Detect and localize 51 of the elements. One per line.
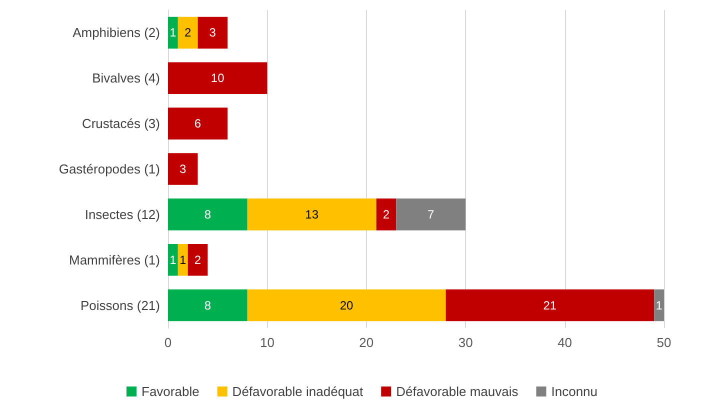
data-label: 1 <box>170 252 177 267</box>
y-tick-label: Crustacés (3) <box>82 116 160 132</box>
bar <box>168 108 228 140</box>
bar <box>446 289 654 322</box>
legend-label: Défavorable inadéquat <box>232 384 364 399</box>
y-tick-label: Insectes (12) <box>84 206 160 222</box>
bar <box>168 244 178 276</box>
x-tick-label: 10 <box>260 335 274 350</box>
data-label: 6 <box>194 116 202 131</box>
bar <box>247 198 376 230</box>
data-label: 10 <box>210 71 225 86</box>
data-label: 13 <box>305 207 319 222</box>
bar <box>168 153 198 185</box>
data-label: 1 <box>656 298 663 312</box>
x-tick-label: 30 <box>458 335 473 350</box>
x-tick-label: 50 <box>656 335 672 350</box>
y-tick-label: Amphibiens (2) <box>72 25 160 40</box>
y-tick-label: Poissons (21) <box>80 298 160 313</box>
bar <box>198 16 228 49</box>
data-label: 8 <box>204 298 212 312</box>
bar <box>247 289 446 322</box>
bar <box>178 244 188 276</box>
bar <box>168 198 248 230</box>
bar <box>168 16 178 49</box>
data-label: 1 <box>170 26 177 40</box>
data-label: 21 <box>543 298 557 312</box>
bar <box>168 62 268 94</box>
data-label: 20 <box>340 298 354 312</box>
data-label: 2 <box>184 26 192 40</box>
bar <box>654 289 664 322</box>
y-tick-label: Mammifères (1) <box>68 252 160 268</box>
x-tick-label: 20 <box>359 335 374 350</box>
bar <box>376 198 396 230</box>
bar <box>188 244 208 276</box>
legend-label: Défavorable mauvais <box>396 384 519 399</box>
x-tick-label: 40 <box>558 335 572 350</box>
data-label: 8 <box>204 207 212 222</box>
data-label: 2 <box>382 207 390 222</box>
data-label: 2 <box>194 252 202 267</box>
bar <box>178 16 198 49</box>
data-label: 7 <box>428 207 435 222</box>
y-tick-label: Gastéropodes (1) <box>58 162 160 176</box>
data-label: 3 <box>180 162 187 176</box>
x-tick-label: 0 <box>164 335 172 350</box>
legend-label: Inconnu <box>551 384 598 399</box>
data-label: 1 <box>180 252 187 267</box>
y-tick-label: Bivalves (4) <box>92 70 160 86</box>
bar <box>396 198 466 230</box>
bar <box>168 289 248 322</box>
legend-label: Favorable <box>142 384 200 399</box>
data-label: 3 <box>209 26 216 40</box>
